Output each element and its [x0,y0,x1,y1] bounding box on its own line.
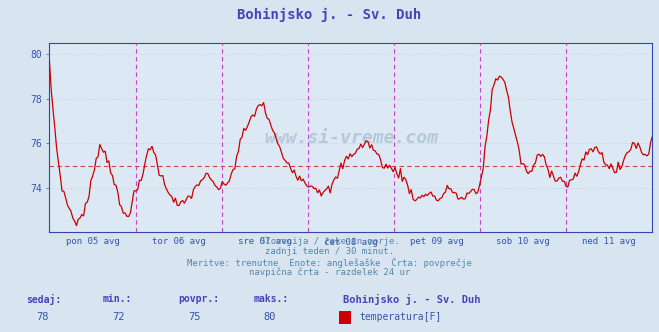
Text: min.:: min.: [102,294,132,304]
Text: Slovenija / reke in morje.: Slovenija / reke in morje. [260,237,399,246]
Text: zadnji teden / 30 minut.: zadnji teden / 30 minut. [265,247,394,256]
Text: navpična črta - razdelek 24 ur: navpična črta - razdelek 24 ur [249,267,410,277]
Text: Bohinjsko j. - Sv. Duh: Bohinjsko j. - Sv. Duh [237,8,422,23]
Text: www.si-vreme.com: www.si-vreme.com [264,129,438,147]
Text: Bohinjsko j. - Sv. Duh: Bohinjsko j. - Sv. Duh [343,294,480,305]
Text: sedaj:: sedaj: [26,294,61,305]
Text: maks.:: maks.: [254,294,289,304]
Text: 80: 80 [264,312,276,322]
Text: 78: 78 [36,312,49,322]
Text: temperatura[F]: temperatura[F] [359,312,442,322]
Text: povpr.:: povpr.: [178,294,219,304]
Text: Meritve: trenutne  Enote: anglešaške  Črta: povprečje: Meritve: trenutne Enote: anglešaške Črta… [187,257,472,268]
Text: 72: 72 [112,312,125,322]
Text: 75: 75 [188,312,200,322]
